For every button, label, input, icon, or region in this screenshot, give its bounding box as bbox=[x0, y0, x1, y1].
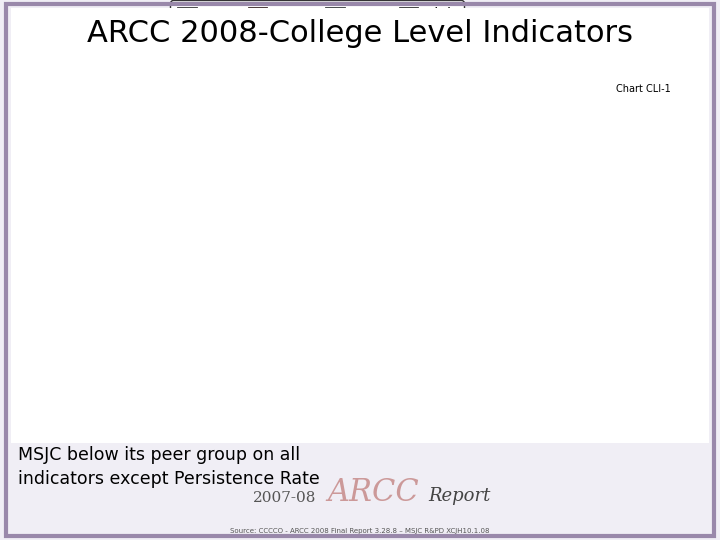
Legend: Low, MSJC, Avg., High: Low, MSJC, Avg., High bbox=[171, 1, 464, 29]
Text: 58%: 58% bbox=[118, 181, 141, 191]
Text: 54%: 54% bbox=[155, 195, 179, 205]
Text: Report: Report bbox=[428, 487, 491, 505]
Text: 57%: 57% bbox=[575, 184, 598, 194]
Bar bbox=[402, 196, 415, 397]
Text: 6%: 6% bbox=[476, 364, 492, 374]
Text: 26%: 26% bbox=[536, 294, 559, 303]
Text: indicators except Persistence Rate: indicators except Persistence Rate bbox=[18, 470, 320, 488]
Text: 58%: 58% bbox=[409, 181, 433, 191]
Bar bbox=[541, 305, 554, 397]
Text: 71%: 71% bbox=[498, 135, 522, 145]
Bar bbox=[490, 291, 503, 397]
Text: MSJC below its peer group on all: MSJC below its peer group on all bbox=[18, 446, 300, 463]
Bar bbox=[262, 172, 275, 397]
Bar bbox=[174, 182, 186, 397]
Text: Chart CLI-1: Chart CLI-1 bbox=[616, 84, 670, 94]
Text: 64%: 64% bbox=[257, 160, 280, 170]
Text: 86%: 86% bbox=[346, 82, 369, 92]
Bar bbox=[477, 376, 490, 397]
Text: 66%: 66% bbox=[320, 153, 343, 163]
Bar bbox=[249, 179, 262, 397]
Bar bbox=[351, 94, 364, 397]
Bar bbox=[186, 161, 199, 397]
Text: 38%: 38% bbox=[231, 251, 255, 261]
Bar bbox=[580, 196, 593, 397]
Text: 2007-08: 2007-08 bbox=[253, 491, 317, 505]
Text: 45%: 45% bbox=[549, 227, 572, 237]
Text: 39%: 39% bbox=[79, 248, 102, 258]
Text: ARCC: ARCC bbox=[328, 477, 419, 508]
Bar bbox=[199, 126, 212, 397]
Bar bbox=[503, 147, 516, 397]
Bar bbox=[415, 193, 428, 397]
Text: 75%: 75% bbox=[270, 121, 293, 131]
Text: 76%: 76% bbox=[423, 118, 446, 127]
Bar bbox=[389, 246, 402, 397]
Bar bbox=[236, 263, 249, 397]
Bar bbox=[554, 239, 567, 397]
Bar bbox=[110, 235, 123, 397]
Text: 62%: 62% bbox=[244, 167, 267, 177]
Text: 66%: 66% bbox=[307, 153, 330, 163]
Bar bbox=[338, 133, 351, 397]
Bar bbox=[123, 193, 136, 397]
Bar bbox=[312, 165, 325, 397]
Bar bbox=[428, 129, 441, 397]
Text: 30%: 30% bbox=[485, 280, 509, 289]
Bar bbox=[325, 165, 338, 397]
Text: 43%: 43% bbox=[92, 234, 115, 244]
Bar bbox=[275, 133, 288, 397]
Text: 46%: 46% bbox=[105, 223, 128, 233]
Text: ARCC 2008-College Level Indicators: ARCC 2008-College Level Indicators bbox=[87, 19, 633, 48]
Bar bbox=[567, 231, 580, 397]
Text: 47%: 47% bbox=[562, 220, 585, 229]
Bar bbox=[161, 207, 174, 397]
Text: 0%: 0% bbox=[463, 385, 480, 395]
Text: 67%: 67% bbox=[181, 149, 204, 159]
Bar bbox=[97, 246, 110, 397]
Text: 43%: 43% bbox=[384, 234, 407, 244]
Text: 75%: 75% bbox=[333, 121, 356, 131]
Text: 57%: 57% bbox=[397, 184, 420, 194]
Text: Source: CCCCO - ARCC 2008 Final Report 3.28.8 – MSJC R&PD XCJH10.1.08: Source: CCCCO - ARCC 2008 Final Report 3… bbox=[230, 528, 490, 534]
Text: 77%: 77% bbox=[194, 114, 217, 124]
Text: 61%: 61% bbox=[168, 170, 192, 180]
Bar bbox=[84, 260, 97, 397]
